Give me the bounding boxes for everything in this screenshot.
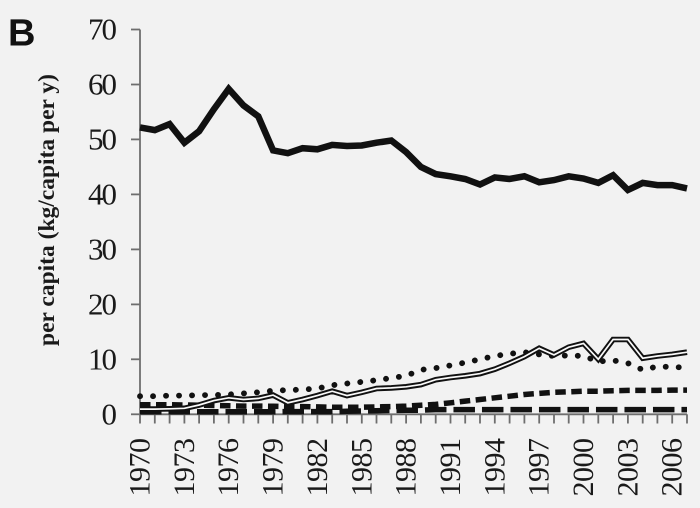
svg-text:B: B — [8, 13, 35, 55]
svg-text:1982: 1982 — [301, 439, 334, 497]
svg-text:60: 60 — [88, 67, 117, 102]
svg-text:0: 0 — [102, 396, 117, 431]
svg-text:50: 50 — [88, 121, 117, 156]
svg-text:1991: 1991 — [434, 439, 467, 497]
svg-text:1976: 1976 — [212, 438, 245, 497]
svg-text:20: 20 — [88, 286, 117, 321]
svg-text:30: 30 — [88, 231, 117, 266]
svg-text:40: 40 — [88, 176, 117, 211]
svg-text:2000: 2000 — [567, 439, 600, 497]
svg-text:1988: 1988 — [390, 439, 423, 497]
svg-text:1994: 1994 — [478, 438, 511, 497]
svg-text:per capita (kg/capita per y): per capita (kg/capita per y) — [34, 74, 60, 346]
svg-text:1979: 1979 — [257, 439, 290, 497]
svg-text:2006: 2006 — [656, 438, 689, 497]
svg-text:1985: 1985 — [345, 439, 378, 497]
svg-text:1973: 1973 — [168, 439, 201, 497]
svg-text:10: 10 — [88, 341, 117, 376]
svg-text:70: 70 — [88, 12, 117, 47]
svg-text:1997: 1997 — [523, 438, 556, 497]
svg-text:2003: 2003 — [611, 439, 644, 497]
svg-text:1970: 1970 — [124, 439, 157, 497]
